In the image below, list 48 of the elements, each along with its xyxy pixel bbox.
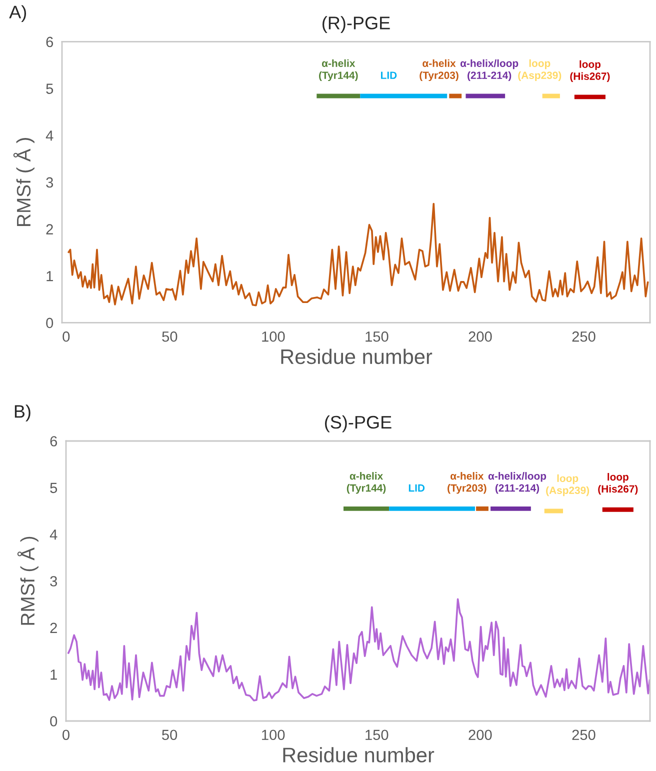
y-tick-label: 0: [46, 318, 54, 328]
y-tick-label: 5: [50, 482, 58, 494]
x-tick-label: 100: [262, 730, 285, 740]
x-tick-label: 200: [468, 331, 492, 342]
x-tick-label: 0: [62, 730, 70, 740]
series-label: α-helix (Tyr144): [346, 472, 386, 494]
y-tick-label: 2: [46, 224, 53, 234]
text: B): [14, 404, 30, 422]
x-tick-label: 250: [572, 730, 596, 740]
y-tick-label: 3: [46, 177, 54, 188]
line-series: [67, 598, 650, 702]
x-tick-label: 0: [62, 331, 70, 342]
x-axis-title: Residue number: [281, 348, 432, 364]
series-label: α-helix (Tyr203): [420, 59, 458, 82]
series-label: loop (His267): [598, 472, 638, 495]
chart-title: (R)-PGE: [322, 16, 390, 33]
x-tick-label: 200: [468, 730, 492, 740]
series-label: loop (His267): [570, 60, 610, 82]
series-label: α-helix (Tyr144): [319, 59, 358, 82]
y-tick-label: 5: [46, 84, 54, 94]
series-label: α-helix/loop (211-214): [460, 59, 518, 82]
chart-title: (S)-PGE: [325, 415, 392, 432]
y-axis-title: RMSf ( Å ): [17, 536, 38, 625]
x-tick-label: 100: [262, 331, 285, 342]
y-tick-label: 4: [46, 130, 54, 141]
series-label: LID: [381, 72, 397, 79]
series-label: loop (Asp239): [518, 59, 562, 82]
x-tick-label: 50: [162, 331, 178, 342]
series-label: LID: [408, 484, 425, 492]
y-tick-label: 6: [50, 436, 58, 446]
x-tick-label: 250: [572, 331, 596, 342]
y-tick-label: 1: [46, 271, 53, 282]
line-series: [67, 202, 649, 306]
y-tick-label: 2: [50, 622, 57, 633]
x-tick-label: 150: [366, 331, 388, 342]
x-tick-label: 150: [366, 730, 388, 740]
series-label: loop (Asp239): [546, 474, 590, 496]
y-tick-label: 3: [50, 576, 58, 586]
series-label: α-helix/loop (211-214): [488, 472, 546, 494]
text: A): [9, 5, 26, 22]
y-tick-label: 0: [50, 716, 58, 726]
y-tick-label: 4: [50, 530, 58, 540]
y-tick-label: 1: [50, 670, 57, 680]
y-tick-label: 6: [46, 36, 54, 48]
y-axis-title: RMSf ( Å ): [13, 138, 34, 226]
x-axis-title: Residue number: [283, 747, 434, 762]
series-label: α-helix (Tyr203): [448, 472, 486, 494]
x-tick-label: 50: [162, 730, 178, 740]
